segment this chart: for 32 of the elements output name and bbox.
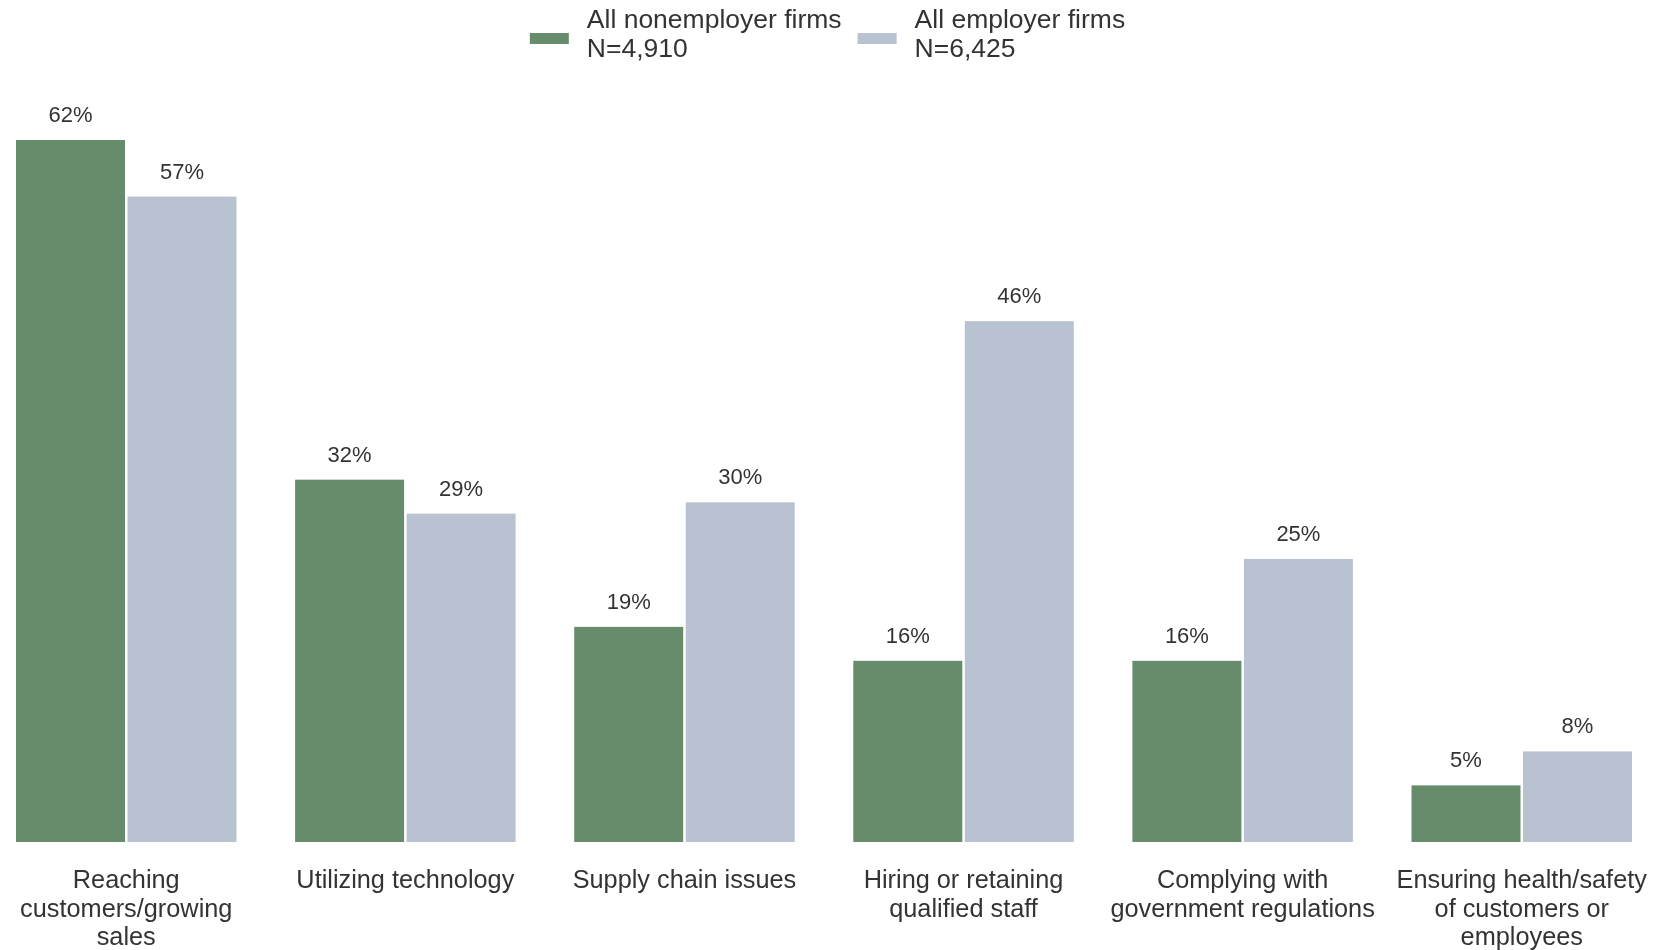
data-label: 25% (1276, 520, 1321, 546)
data-label: 29% (439, 475, 484, 501)
bar (964, 321, 1074, 842)
x-tick-label: Ensuring health/safety of customers or employees (1396, 865, 1648, 950)
x-tick-label: Reaching customers/growing sales (20, 865, 233, 950)
bar (853, 660, 963, 842)
x-tick-label: Utilizing technology (296, 865, 515, 893)
bar (1132, 660, 1242, 842)
data-label: 46% (997, 283, 1042, 309)
legend-label: All employer firms N=6,425 (914, 4, 1126, 63)
x-tick-label: Supply chain issues (572, 865, 797, 893)
data-label: 5% (1450, 747, 1482, 773)
data-label: 16% (885, 622, 930, 648)
bar (406, 513, 516, 842)
bar (127, 196, 237, 842)
x-tick-label: Hiring or retaining qualified staff (863, 865, 1064, 922)
data-label: 30% (718, 464, 763, 490)
bar (685, 502, 795, 842)
bar (1243, 558, 1353, 842)
bar (1411, 785, 1521, 842)
data-label: 62% (48, 102, 93, 127)
legend-label: All nonemployer firms N=4,910 (586, 4, 842, 63)
data-label: 16% (1164, 622, 1209, 648)
bar (295, 479, 405, 842)
data-label: 57% (159, 158, 205, 184)
bar (1523, 751, 1632, 842)
data-label: 19% (606, 588, 651, 614)
data-label: 8% (1561, 713, 1594, 739)
bar (574, 626, 684, 842)
x-tick-label: Complying with government regulations (1110, 865, 1375, 922)
data-label: 32% (327, 441, 372, 467)
bar (16, 140, 125, 842)
